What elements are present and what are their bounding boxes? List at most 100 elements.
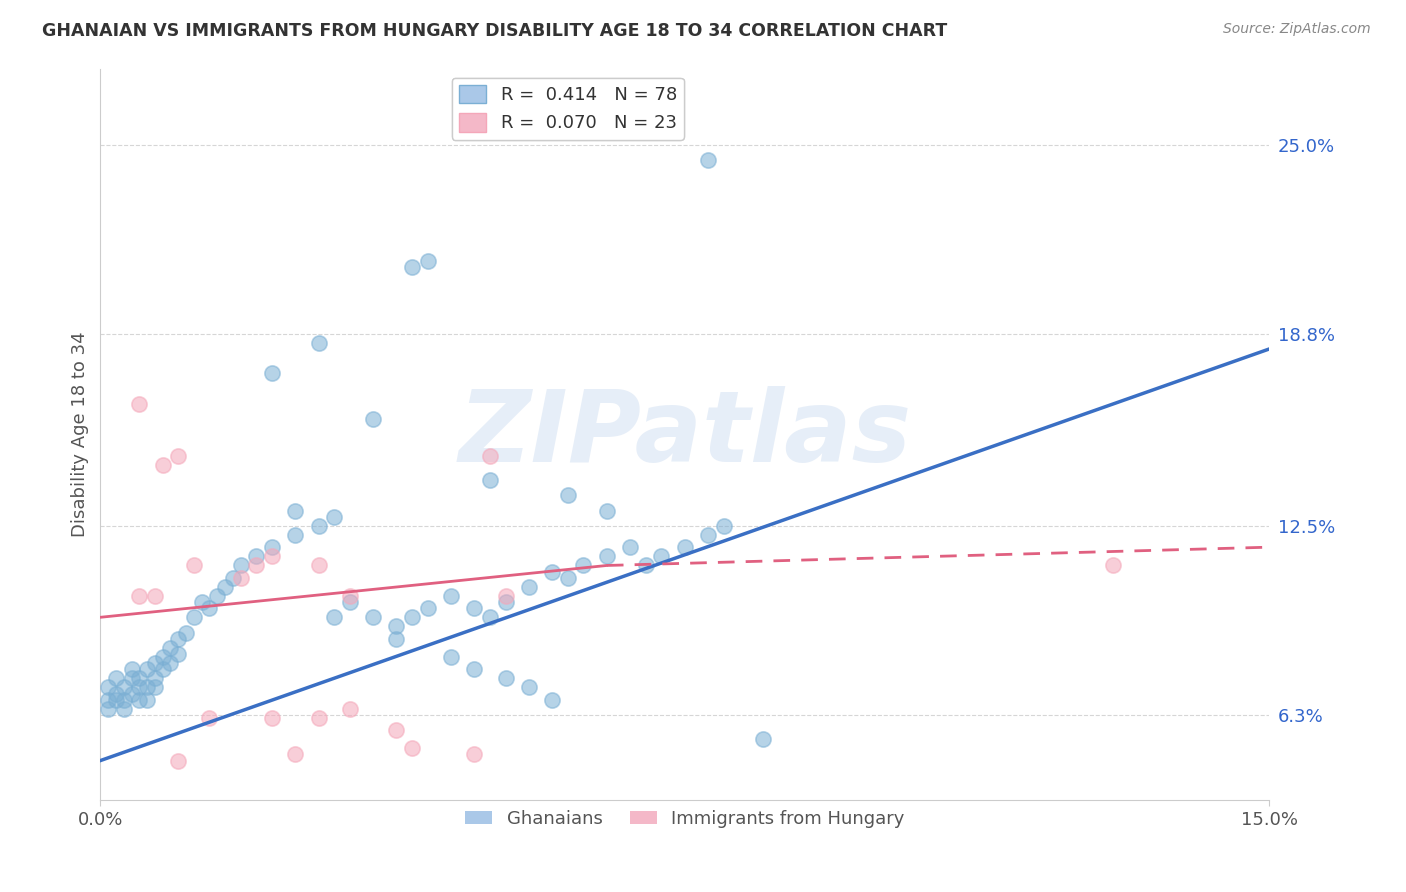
Text: Source: ZipAtlas.com: Source: ZipAtlas.com — [1223, 22, 1371, 37]
Point — [751, 732, 773, 747]
Point — [143, 589, 166, 603]
Point — [385, 723, 408, 737]
Point — [167, 449, 190, 463]
Point — [260, 711, 283, 725]
Point — [339, 589, 361, 603]
Point — [308, 335, 330, 350]
Point — [167, 647, 190, 661]
Point — [478, 449, 501, 463]
Point — [143, 671, 166, 685]
Point — [97, 681, 120, 695]
Point — [128, 589, 150, 603]
Point — [385, 619, 408, 633]
Point — [260, 549, 283, 564]
Point — [159, 640, 181, 655]
Point — [634, 558, 657, 573]
Point — [152, 649, 174, 664]
Point — [495, 595, 517, 609]
Point — [128, 681, 150, 695]
Point — [128, 397, 150, 411]
Point — [339, 702, 361, 716]
Point — [128, 671, 150, 685]
Point — [174, 625, 197, 640]
Point — [214, 580, 236, 594]
Point — [183, 558, 205, 573]
Point — [121, 671, 143, 685]
Point — [112, 692, 135, 706]
Point — [112, 681, 135, 695]
Point — [339, 595, 361, 609]
Point — [284, 528, 307, 542]
Point — [245, 558, 267, 573]
Point — [128, 692, 150, 706]
Point — [440, 589, 463, 603]
Point — [190, 595, 212, 609]
Point — [557, 488, 579, 502]
Point — [308, 518, 330, 533]
Point — [385, 632, 408, 646]
Point — [401, 260, 423, 274]
Point — [463, 601, 485, 615]
Point — [207, 589, 229, 603]
Point — [323, 509, 346, 524]
Point — [619, 540, 641, 554]
Point — [308, 558, 330, 573]
Point — [143, 656, 166, 670]
Point — [308, 711, 330, 725]
Point — [323, 610, 346, 624]
Point — [260, 367, 283, 381]
Point — [401, 741, 423, 756]
Point — [136, 692, 159, 706]
Point — [440, 649, 463, 664]
Point — [143, 681, 166, 695]
Point — [416, 253, 439, 268]
Point — [650, 549, 672, 564]
Point — [541, 565, 564, 579]
Point — [517, 580, 540, 594]
Point — [198, 711, 221, 725]
Point — [104, 671, 127, 685]
Point — [401, 610, 423, 624]
Point — [112, 702, 135, 716]
Point — [136, 681, 159, 695]
Point — [245, 549, 267, 564]
Text: GHANAIAN VS IMMIGRANTS FROM HUNGARY DISABILITY AGE 18 TO 34 CORRELATION CHART: GHANAIAN VS IMMIGRANTS FROM HUNGARY DISA… — [42, 22, 948, 40]
Point — [167, 632, 190, 646]
Point — [136, 662, 159, 676]
Point — [541, 692, 564, 706]
Point — [361, 412, 384, 426]
Point — [478, 473, 501, 487]
Point — [697, 528, 720, 542]
Point — [596, 503, 619, 517]
Point — [260, 540, 283, 554]
Point — [361, 610, 384, 624]
Point — [416, 601, 439, 615]
Point — [463, 747, 485, 762]
Point — [1102, 558, 1125, 573]
Point — [121, 662, 143, 676]
Point — [97, 692, 120, 706]
Point — [229, 571, 252, 585]
Point — [104, 692, 127, 706]
Point — [284, 747, 307, 762]
Point — [572, 558, 595, 573]
Point — [167, 754, 190, 768]
Point — [198, 601, 221, 615]
Point — [152, 458, 174, 472]
Point — [495, 589, 517, 603]
Point — [713, 518, 735, 533]
Point — [463, 662, 485, 676]
Point — [229, 558, 252, 573]
Point — [596, 549, 619, 564]
Text: ZIPatlas: ZIPatlas — [458, 386, 911, 483]
Point — [104, 686, 127, 700]
Point — [222, 571, 245, 585]
Point — [121, 686, 143, 700]
Point — [478, 610, 501, 624]
Point — [183, 610, 205, 624]
Point — [495, 671, 517, 685]
Point — [517, 681, 540, 695]
Point — [152, 662, 174, 676]
Point — [159, 656, 181, 670]
Point — [557, 571, 579, 585]
